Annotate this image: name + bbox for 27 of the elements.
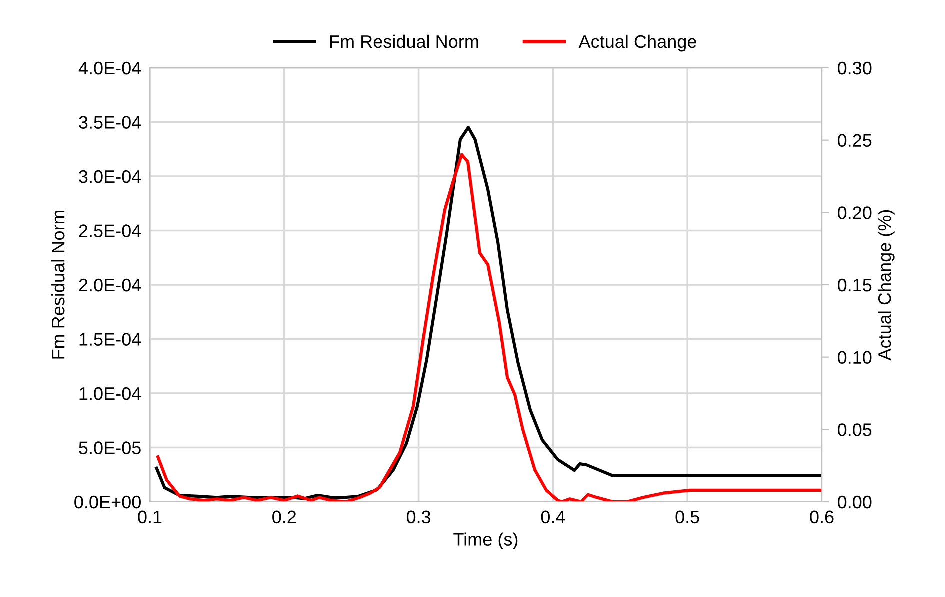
x-tick-label: 0.5 [676,510,700,524]
y2-axis-title: Actual Change (%) [878,210,895,361]
y2-tick-label: 0.00 [838,496,872,509]
y-tick-label: 3.5E-04 [79,116,142,129]
y-tick-label: 1.5E-04 [80,333,142,346]
y2-tick-label: 0.05 [838,424,872,436]
y-tick-label: 0.0E+00 [74,496,141,509]
y-tick-label: 4.0E-04 [78,62,142,75]
legend-label: Actual Change [578,34,696,52]
y2-tick-label: 0.10 [838,351,872,364]
y-tick-label: 2.0E-04 [79,278,142,292]
y-tick-label: 3.0E-04 [79,170,142,184]
y-tick-label: 1.0E-04 [80,387,142,400]
y2-tick-label: 0.25 [838,134,872,148]
y2-tick-label: 0.30 [838,62,872,75]
y2-tick-label: 0.20 [838,206,872,220]
x-tick-label: 0.6 [810,510,834,524]
legend-label: Fm Residual Norm [330,34,478,48]
y-tick-label: 5.0E-05 [79,442,141,454]
x-tick-label: 0.1 [138,510,162,524]
y-axis-title: Fm Residual Norm [52,210,65,359]
x-axis-title: Time (s) [454,532,518,550]
y2-tick-label: 0.15 [838,278,872,292]
x-tick-label: 0.4 [541,510,566,524]
y-tick-label: 2.5E-04 [79,224,142,238]
x-tick-label: 0.2 [272,510,296,524]
x-tick-label: 0.3 [406,510,431,524]
